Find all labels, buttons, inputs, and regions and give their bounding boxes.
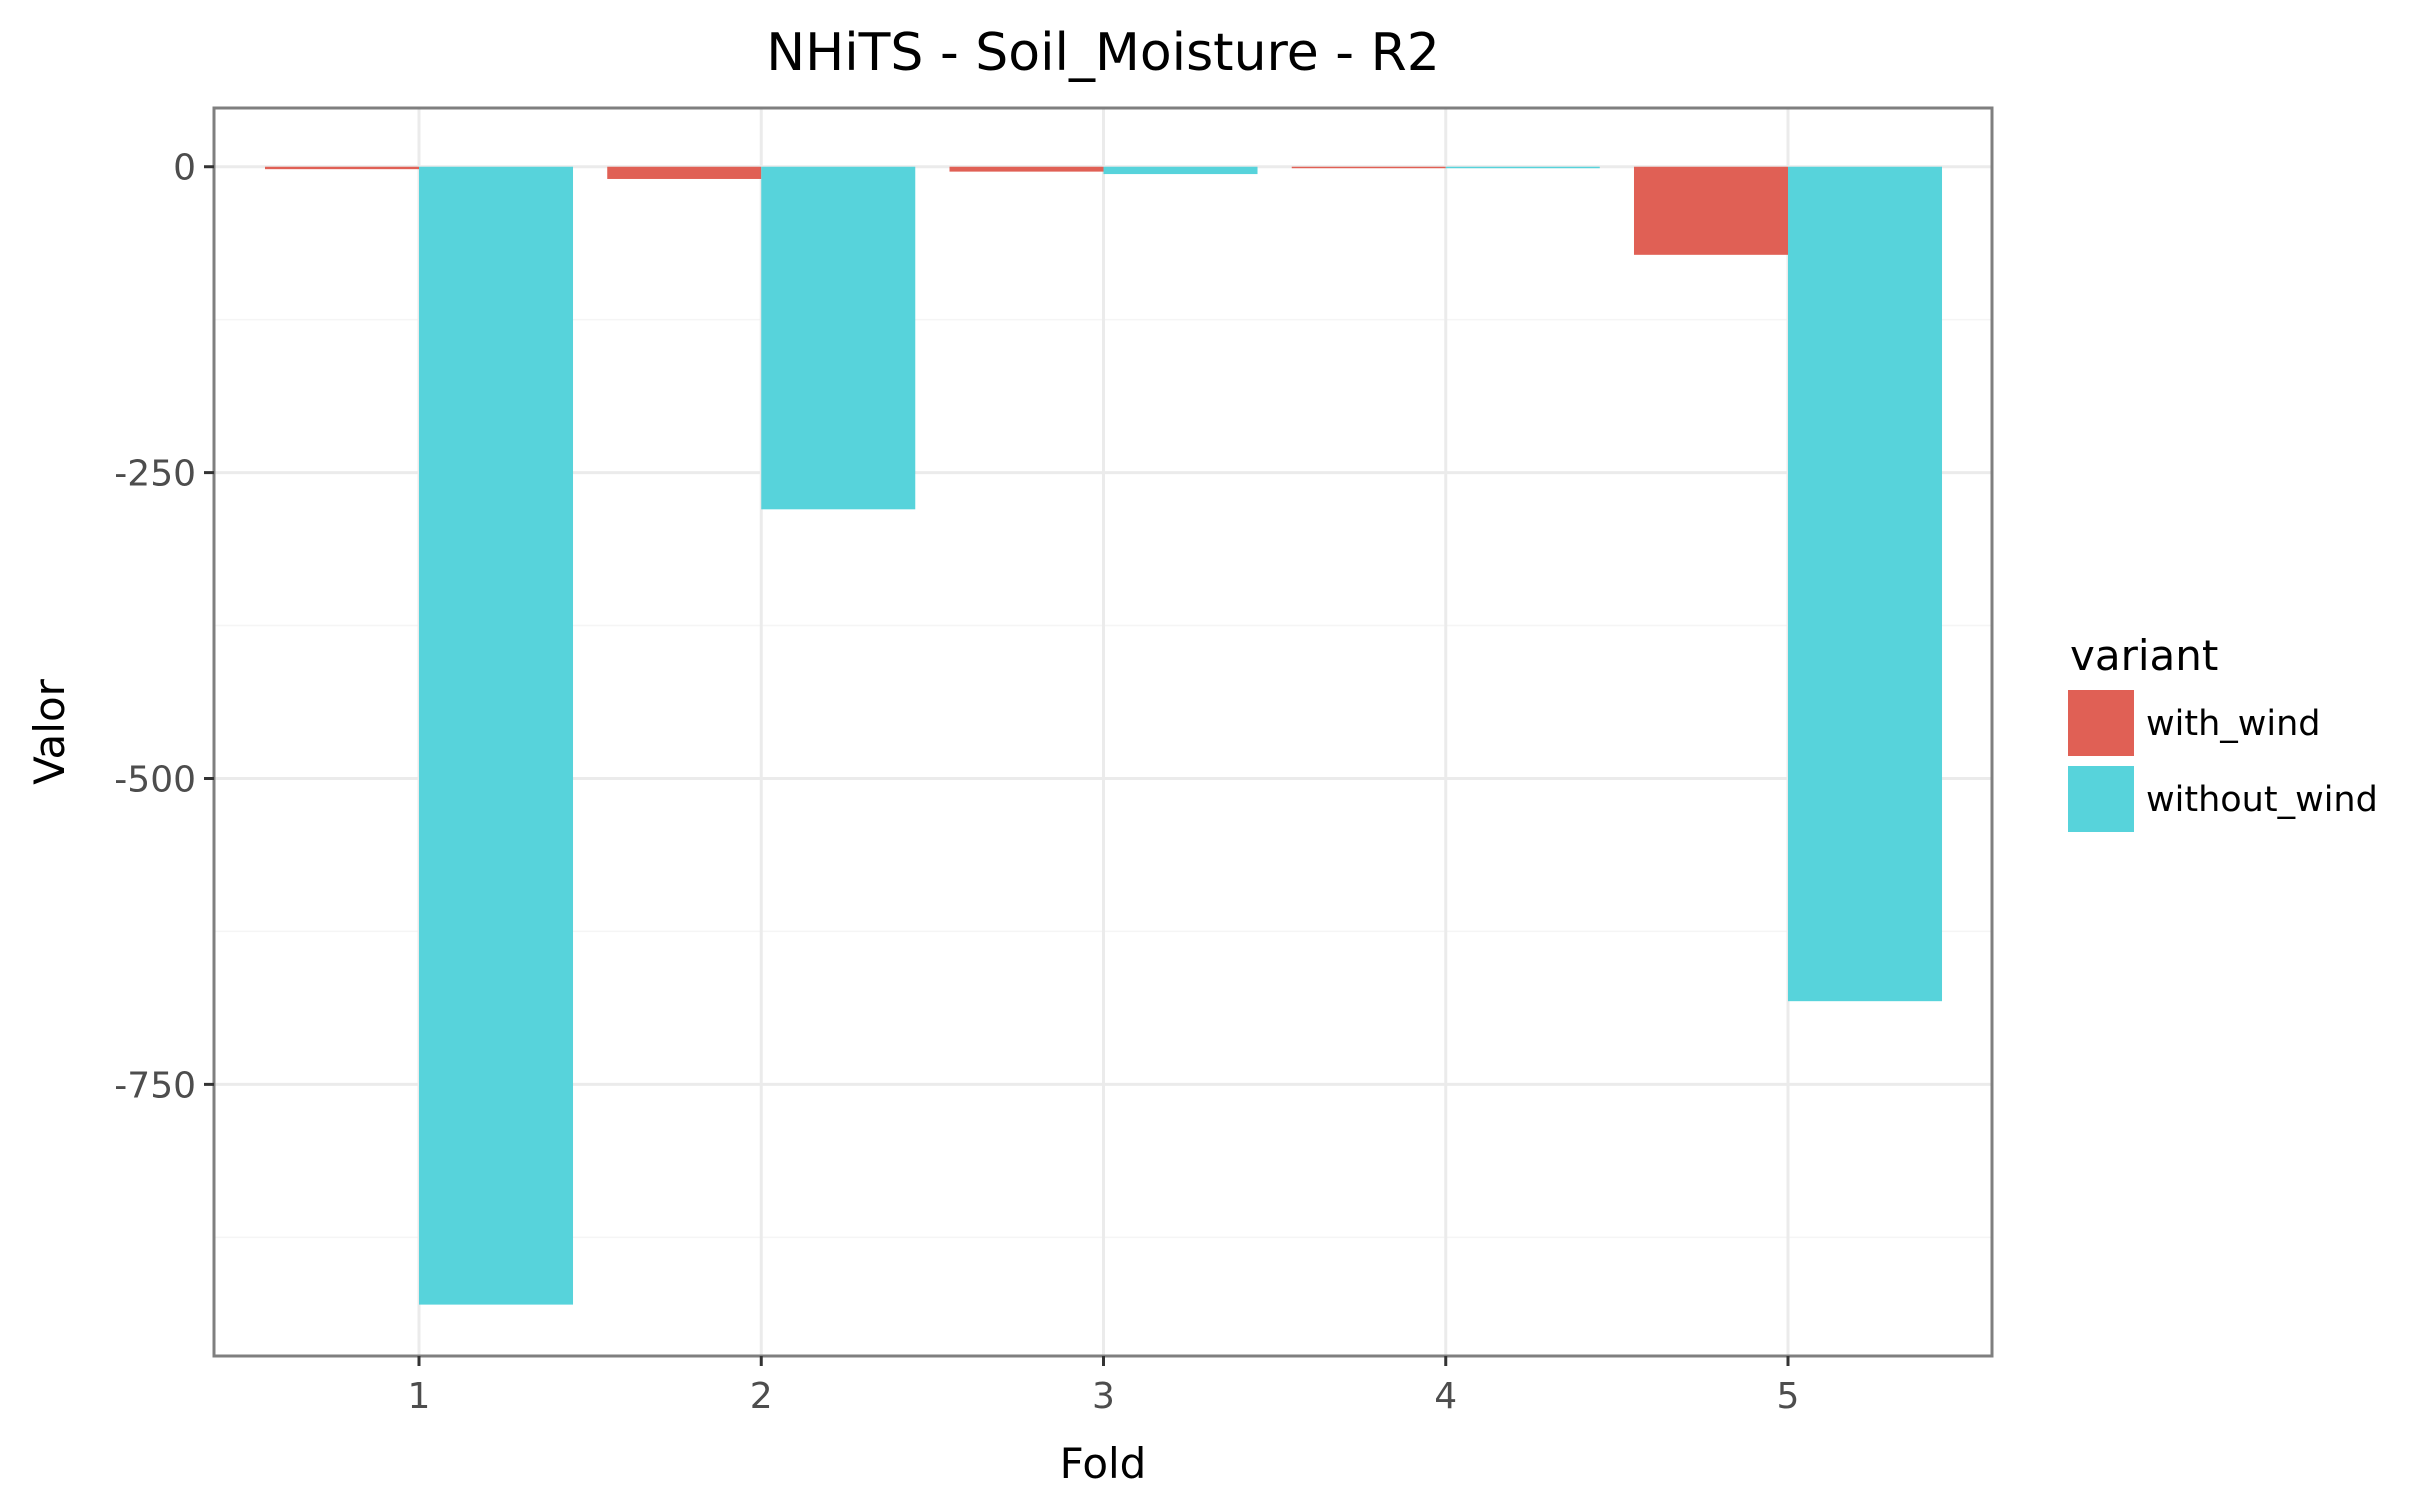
bars	[264, 166, 1943, 1305]
chart-title: NHiTS - Soil_Moisture - R2	[766, 23, 1440, 83]
bar-without_wind-fold-2	[761, 166, 916, 510]
legend-label-without_wind: without_wind	[2146, 780, 2378, 820]
x-tick-label: 5	[1777, 1376, 1800, 1417]
x-tick-label: 3	[1092, 1376, 1115, 1417]
y-axis-title: Valor	[25, 678, 74, 785]
bar-without_wind-fold-1	[419, 166, 574, 1305]
bar-with_wind-fold-3	[949, 166, 1104, 172]
legend-key-without_wind	[2068, 766, 2134, 832]
bar-without_wind-fold-5	[1788, 166, 1943, 1002]
bar-with_wind-fold-4	[1291, 166, 1446, 169]
y-tick-label: -750	[114, 1065, 196, 1106]
legend-label-with_wind: with_wind	[2146, 704, 2321, 744]
bar-without_wind-fold-4	[1445, 166, 1600, 169]
x-axis-title: Fold	[1060, 1439, 1147, 1488]
y-tick-label: 0	[173, 148, 196, 189]
bar-with_wind-fold-2	[607, 166, 762, 179]
axes: 0 -250 -500 -750 1 2 3 4 5	[114, 148, 1799, 1417]
bar-with_wind-fold-5	[1633, 166, 1788, 255]
x-tick-label: 2	[750, 1376, 773, 1417]
legend-title: variant	[2070, 631, 2218, 680]
bar-with_wind-fold-1	[264, 166, 419, 170]
x-tick-label: 1	[408, 1376, 431, 1417]
x-tick-label: 4	[1434, 1376, 1457, 1417]
y-tick-label: -500	[114, 759, 196, 800]
legend-key-with_wind	[2068, 690, 2134, 756]
legend: variant with_wind without_wind	[2068, 631, 2378, 832]
bar-without_wind-fold-3	[1103, 166, 1258, 175]
y-tick-label: -250	[114, 454, 196, 495]
